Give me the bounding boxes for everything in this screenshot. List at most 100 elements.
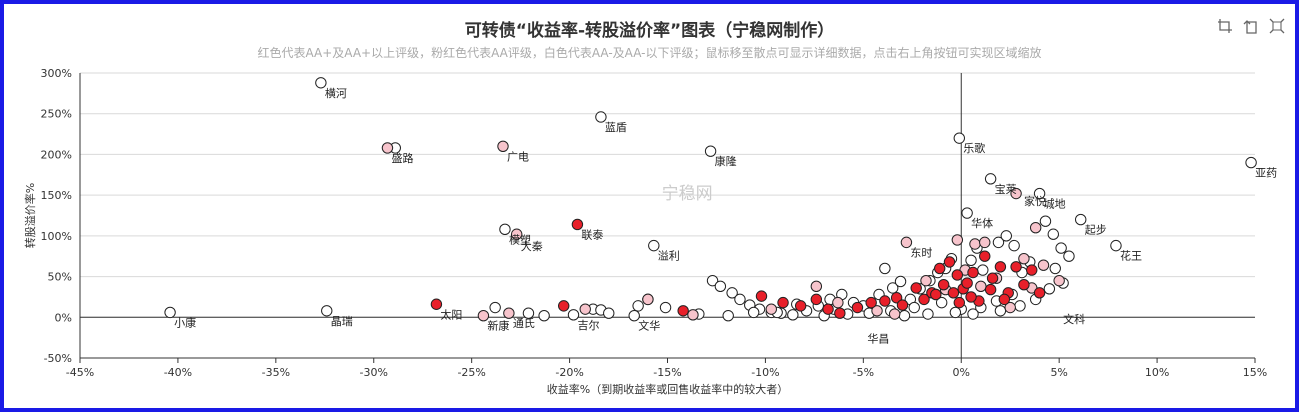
scatter-point[interactable] [1033,187,1046,200]
scatter-point[interactable] [953,132,965,144]
scatter-point[interactable] [937,279,950,291]
scatter-point[interactable] [704,145,717,157]
scatter-point[interactable] [381,142,394,154]
scatter-point[interactable] [765,303,777,315]
scatter-point[interactable] [961,277,973,289]
scatter-point[interactable] [967,308,979,320]
scatter-point[interactable] [851,301,864,314]
scatter-point[interactable] [834,307,846,319]
scatter-point[interactable] [888,308,901,320]
scatter-point[interactable] [1049,262,1061,275]
scatter-point[interactable] [930,288,942,301]
scatter-point[interactable] [947,287,960,299]
scatter-point[interactable] [894,275,907,288]
scatter-point[interactable] [1008,239,1020,252]
restore-icon[interactable] [1269,18,1285,34]
scatter-point[interactable] [722,309,734,322]
scatter-point[interactable] [558,300,570,312]
scatter-point[interactable] [567,309,580,321]
scatter-point[interactable] [706,274,719,287]
scatter-point[interactable] [477,309,490,322]
scatter-point[interactable] [879,262,891,275]
scatter-point[interactable] [1110,239,1122,252]
zoom-area-icon[interactable] [1217,18,1233,34]
scatter-point[interactable] [951,269,964,281]
scatter-point[interactable] [986,272,999,284]
scatter-point[interactable] [979,236,991,249]
scatter-point[interactable] [1047,228,1059,240]
scatter-point[interactable] [499,223,511,236]
scatter-point[interactable] [579,303,591,315]
scatter-point[interactable] [628,309,640,322]
scatter-point[interactable] [511,228,523,240]
scatter-point[interactable] [714,280,727,293]
scatter-point[interactable] [953,296,965,309]
scatter-point[interactable] [677,305,689,317]
scatter-point[interactable] [315,77,327,89]
zoom-reset-icon[interactable] [1243,18,1259,34]
scatter-point[interactable] [979,250,991,262]
scatter-point[interactable] [900,236,913,249]
scatter-point[interactable] [965,254,977,266]
scatter-point[interactable] [1039,215,1052,227]
scatter-point[interactable] [747,306,760,319]
scatter-point[interactable] [832,296,844,309]
scatter-point[interactable] [595,111,607,123]
scatter-point[interactable] [810,293,823,306]
scatter-point[interactable] [898,309,911,322]
scatter-point[interactable] [538,309,550,322]
scatter-point[interactable] [787,309,799,321]
scatter-point[interactable] [918,293,930,306]
scatter-point[interactable] [935,296,948,309]
scatter-point[interactable] [896,299,909,311]
scatter-point[interactable] [1018,252,1030,265]
scatter-point[interactable] [977,264,989,276]
scatter-point[interactable] [984,173,997,185]
scatter-point[interactable] [984,283,997,296]
scatter-point[interactable] [810,280,823,293]
scatter-point[interactable] [430,298,443,310]
scatter-point[interactable] [1026,264,1038,276]
scatter-point[interactable] [922,308,934,320]
scatter-point[interactable] [503,307,515,319]
scatter-point[interactable] [865,296,877,309]
scatter-point[interactable] [1029,222,1042,234]
scatter-point[interactable] [1053,274,1065,287]
scatter-point[interactable] [794,300,807,312]
scatter-point[interactable] [890,292,903,304]
scatter-point[interactable] [571,218,584,231]
scatter-point[interactable] [1010,261,1022,273]
scatter-point[interactable] [965,291,977,303]
scatter-point[interactable] [777,296,789,309]
scatter-point[interactable] [1043,283,1056,295]
scatter-point[interactable] [1010,187,1022,200]
scatter-point[interactable] [975,280,987,293]
scatter-point[interactable] [648,239,660,252]
scatter-point[interactable] [1075,213,1087,226]
scatter-point[interactable] [642,293,654,306]
scatter-point[interactable] [489,301,501,314]
scatter-point[interactable] [659,301,672,314]
scatter-point[interactable] [822,303,834,315]
scatter-point[interactable] [1033,287,1046,299]
scatter-point[interactable] [1055,242,1067,254]
scatter-point[interactable] [934,262,946,275]
scatter-point[interactable] [1004,301,1016,314]
scatter-point[interactable] [522,307,535,319]
scatter-point[interactable] [961,207,973,219]
scatter-point[interactable] [994,261,1007,273]
scatter-point[interactable] [497,140,509,152]
scatter-point[interactable] [992,236,1005,249]
scatter-point[interactable] [871,305,883,317]
scatter-point[interactable] [910,282,922,294]
scatter-point[interactable] [1063,250,1075,262]
scatter-point[interactable] [920,274,932,287]
scatter-point[interactable] [969,238,981,250]
scatter-point[interactable] [943,256,956,268]
scatter-point[interactable] [1014,300,1026,312]
scatter-point[interactable] [1037,259,1050,271]
scatter-point[interactable] [887,282,899,294]
scatter-point[interactable] [1018,279,1030,291]
scatter-point[interactable] [755,290,768,302]
scatter-point[interactable] [164,306,176,319]
